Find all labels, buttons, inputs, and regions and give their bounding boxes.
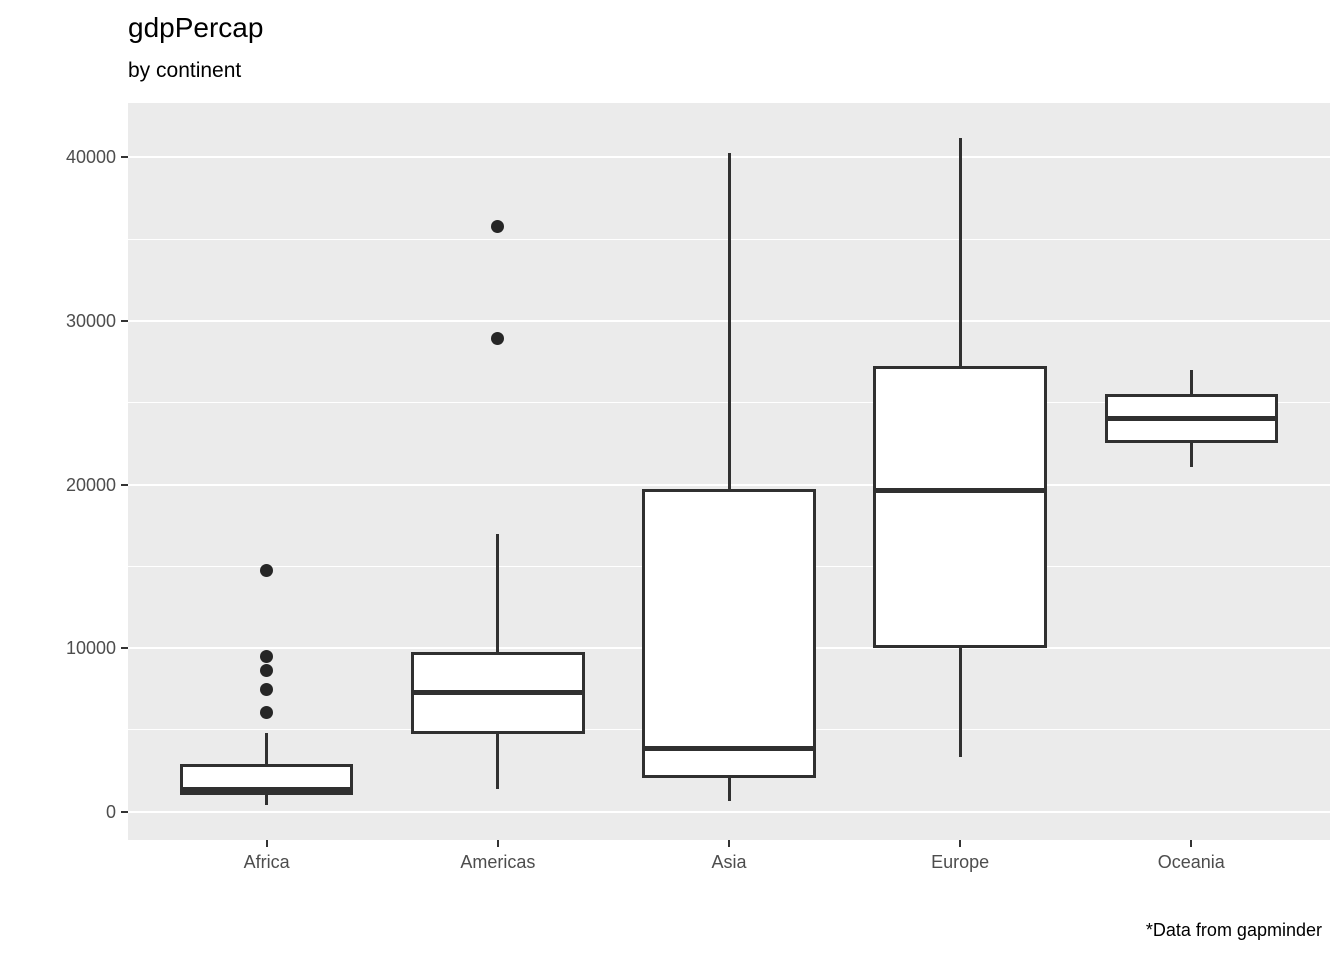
lower-whisker: [496, 733, 500, 789]
outlier-point: [491, 220, 505, 234]
lower-whisker: [265, 794, 269, 805]
upper-whisker: [958, 137, 962, 367]
median-line: [873, 487, 1047, 493]
upper-whisker: [1189, 370, 1193, 395]
y-tick-label: 20000: [65, 474, 116, 495]
outlier-point: [260, 663, 274, 677]
y-tick-label: 30000: [65, 310, 116, 331]
y-tick-mark: [121, 810, 128, 813]
y-tick-label: 0: [105, 801, 116, 822]
major-gridline: [128, 810, 1330, 813]
lower-whisker: [727, 777, 731, 802]
upper-whisker: [265, 733, 269, 764]
outlier-point: [260, 682, 274, 696]
outlier-point: [491, 331, 505, 345]
chart-title: gdpPercap: [128, 12, 264, 43]
outlier-point: [260, 564, 274, 578]
y-tick-label: 10000: [65, 638, 116, 659]
outlier-point: [260, 650, 274, 664]
lower-whisker: [1189, 442, 1193, 468]
x-tick-label: Europe: [931, 852, 990, 872]
y-tick-mark: [121, 647, 128, 650]
median-line: [1104, 416, 1278, 422]
box-asia: [642, 489, 816, 778]
plot-panel: [128, 103, 1330, 840]
chart-subtitle: by continent: [128, 59, 242, 82]
x-tick-label: Africa: [243, 852, 290, 872]
x-tick-mark: [959, 840, 962, 847]
x-tick-mark: [265, 840, 268, 847]
x-tick-label: Asia: [711, 852, 747, 872]
outlier-point: [260, 705, 274, 719]
chart-caption: *Data from gapminder: [1145, 920, 1322, 940]
x-tick-label: Oceania: [1157, 852, 1225, 872]
box-europe: [873, 366, 1047, 648]
y-tick-mark: [121, 483, 128, 486]
upper-whisker: [727, 152, 731, 490]
y-tick-mark: [121, 319, 128, 322]
lower-whisker: [958, 647, 962, 757]
median-line: [180, 787, 354, 793]
median-line: [642, 746, 816, 752]
upper-whisker: [496, 533, 500, 652]
x-tick-mark: [1190, 840, 1193, 847]
y-tick-mark: [121, 156, 128, 159]
x-tick-mark: [728, 840, 730, 847]
x-tick-mark: [496, 840, 499, 847]
y-tick-label: 40000: [65, 147, 116, 168]
median-line: [411, 690, 585, 696]
x-tick-label: Americas: [460, 852, 536, 872]
